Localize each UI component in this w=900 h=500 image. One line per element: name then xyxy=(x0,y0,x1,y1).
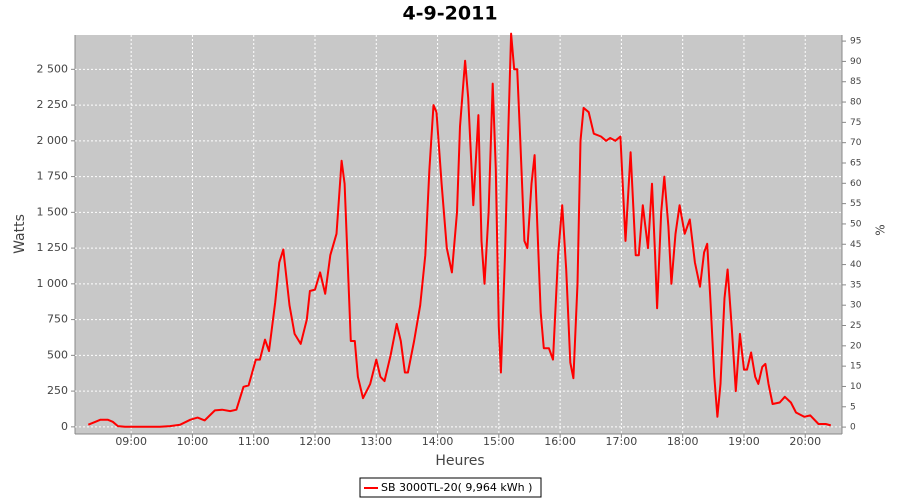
y2-tick-label: 30 xyxy=(850,301,862,311)
y2-tick-label: 95 xyxy=(850,37,861,47)
y2-tick-label: 45 xyxy=(850,240,861,250)
y2-tick-label: 15 xyxy=(850,362,861,372)
y2-tick-label: 55 xyxy=(850,199,861,209)
y2-tick-label: 0 xyxy=(850,423,856,433)
x-tick-label: 09:00 xyxy=(115,435,147,448)
y-tick-label: 2 500 xyxy=(37,62,69,75)
x-tick-label: 16:00 xyxy=(544,435,576,448)
x-tick-label: 10:00 xyxy=(177,435,209,448)
y2-tick-label: 35 xyxy=(850,280,861,290)
y2-tick-label: 65 xyxy=(850,158,861,168)
y2-tick-label: 10 xyxy=(850,382,862,392)
x-tick-label: 20:00 xyxy=(789,435,821,448)
plot-area xyxy=(75,35,842,434)
y2-tick-label: 85 xyxy=(850,77,861,87)
y2-axis-label: % xyxy=(874,224,888,235)
x-tick-label: 14:00 xyxy=(422,435,454,448)
y-tick-label: 1 750 xyxy=(37,170,69,183)
y2-tick-label: 60 xyxy=(850,179,862,189)
y-tick-label: 500 xyxy=(47,348,68,361)
y-tick-label: 1 000 xyxy=(37,277,69,290)
y-tick-label: 2 000 xyxy=(37,134,69,147)
x-tick-label: 19:00 xyxy=(728,435,760,448)
y2-tick-label: 25 xyxy=(850,321,861,331)
x-tick-label: 13:00 xyxy=(360,435,392,448)
chart-title: 4-9-2011 xyxy=(402,3,497,25)
y-tick-label: 2 250 xyxy=(37,98,69,111)
y-tick-label: 1 250 xyxy=(37,241,69,254)
x-tick-label: 15:00 xyxy=(483,435,515,448)
x-tick-label: 17:00 xyxy=(606,435,638,448)
x-tick-label: 18:00 xyxy=(667,435,699,448)
y-tick-label: 0 xyxy=(61,420,68,433)
y2-tick-label: 70 xyxy=(850,138,862,148)
y-tick-label: 750 xyxy=(47,313,68,326)
y2-tick-label: 20 xyxy=(850,341,862,351)
y2-tick-label: 80 xyxy=(850,98,862,108)
x-axis-label: Heures xyxy=(435,453,484,469)
y-tick-label: 1 500 xyxy=(37,205,69,218)
y-tick-label: 250 xyxy=(47,384,68,397)
data-line xyxy=(87,32,832,428)
y2-tick-label: 90 xyxy=(850,57,862,67)
x-tick-label: 11:00 xyxy=(238,435,270,448)
y2-tick-label: 50 xyxy=(850,219,862,229)
y2-tick-label: 5 xyxy=(850,402,856,412)
y-axis-label: Watts xyxy=(12,214,28,254)
x-tick-label: 12:00 xyxy=(299,435,331,448)
legend-box xyxy=(359,477,542,498)
legend-label: SB 3000TL-20( 9,964 kWh ) xyxy=(381,481,532,494)
y2-tick-label: 75 xyxy=(850,118,861,128)
y2-tick-label: 40 xyxy=(850,260,862,270)
